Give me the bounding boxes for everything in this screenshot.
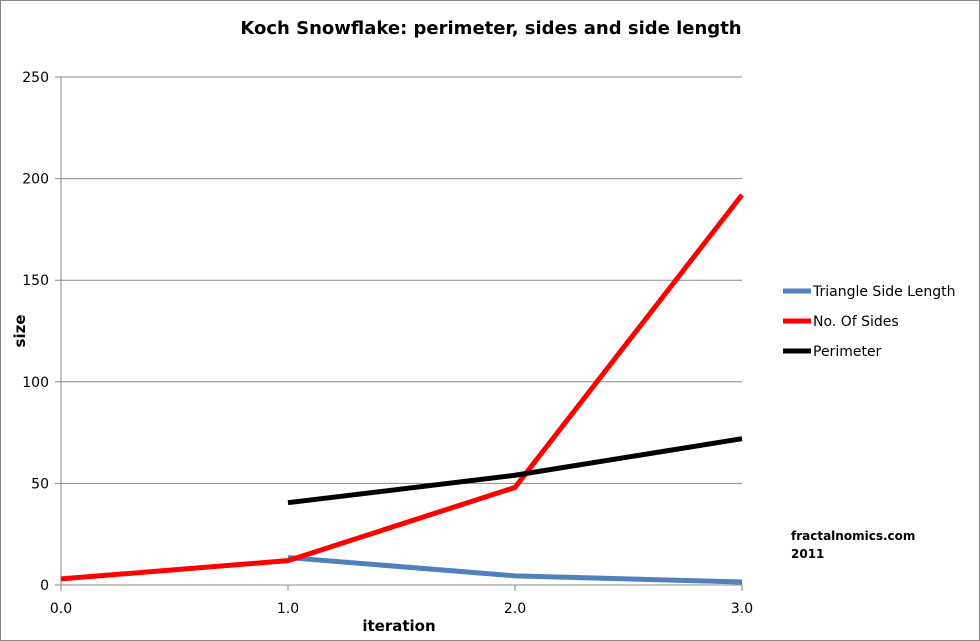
y-tick-200: 200 bbox=[22, 172, 49, 188]
y-tick-0: 0 bbox=[40, 578, 49, 594]
series-lines bbox=[60, 193, 744, 585]
series-line-triangle-side-length bbox=[287, 555, 743, 585]
watermark-site: fractalnomics.com bbox=[791, 529, 915, 543]
series-line-perimeter bbox=[287, 436, 743, 506]
legend-label-perimeter: Perimeter bbox=[813, 344, 882, 360]
y-tick-50: 50 bbox=[31, 476, 49, 492]
y-tick-labels: 0 50 100 150 200 250 bbox=[22, 70, 49, 594]
legend-label-no-of-sides: No. Of Sides bbox=[813, 314, 899, 330]
x-tick-3.0: 3.0 bbox=[731, 601, 753, 617]
gridlines bbox=[55, 76, 743, 591]
x-axis-title: iteration bbox=[362, 617, 435, 635]
legend: Triangle Side Length No. Of Sides Perimete… bbox=[783, 284, 955, 360]
y-tick-100: 100 bbox=[22, 375, 49, 391]
y-tick-250: 250 bbox=[22, 70, 49, 86]
watermark-year: 2011 bbox=[791, 547, 824, 561]
series-line-no-of-sides bbox=[60, 193, 744, 582]
legend-label-triangle-side-length: Triangle Side Length bbox=[812, 284, 955, 300]
y-axis-title: size bbox=[11, 315, 29, 348]
x-tick-0.0: 0.0 bbox=[50, 601, 72, 617]
chart-title: Koch Snowflake: perimeter, sides and sid… bbox=[240, 18, 741, 39]
x-tick-1.0: 1.0 bbox=[277, 601, 299, 617]
x-tick-2.0: 2.0 bbox=[504, 601, 526, 617]
x-tick-labels: 0.0 1.0 2.0 3.0 bbox=[50, 601, 753, 617]
y-tick-150: 150 bbox=[22, 273, 49, 289]
